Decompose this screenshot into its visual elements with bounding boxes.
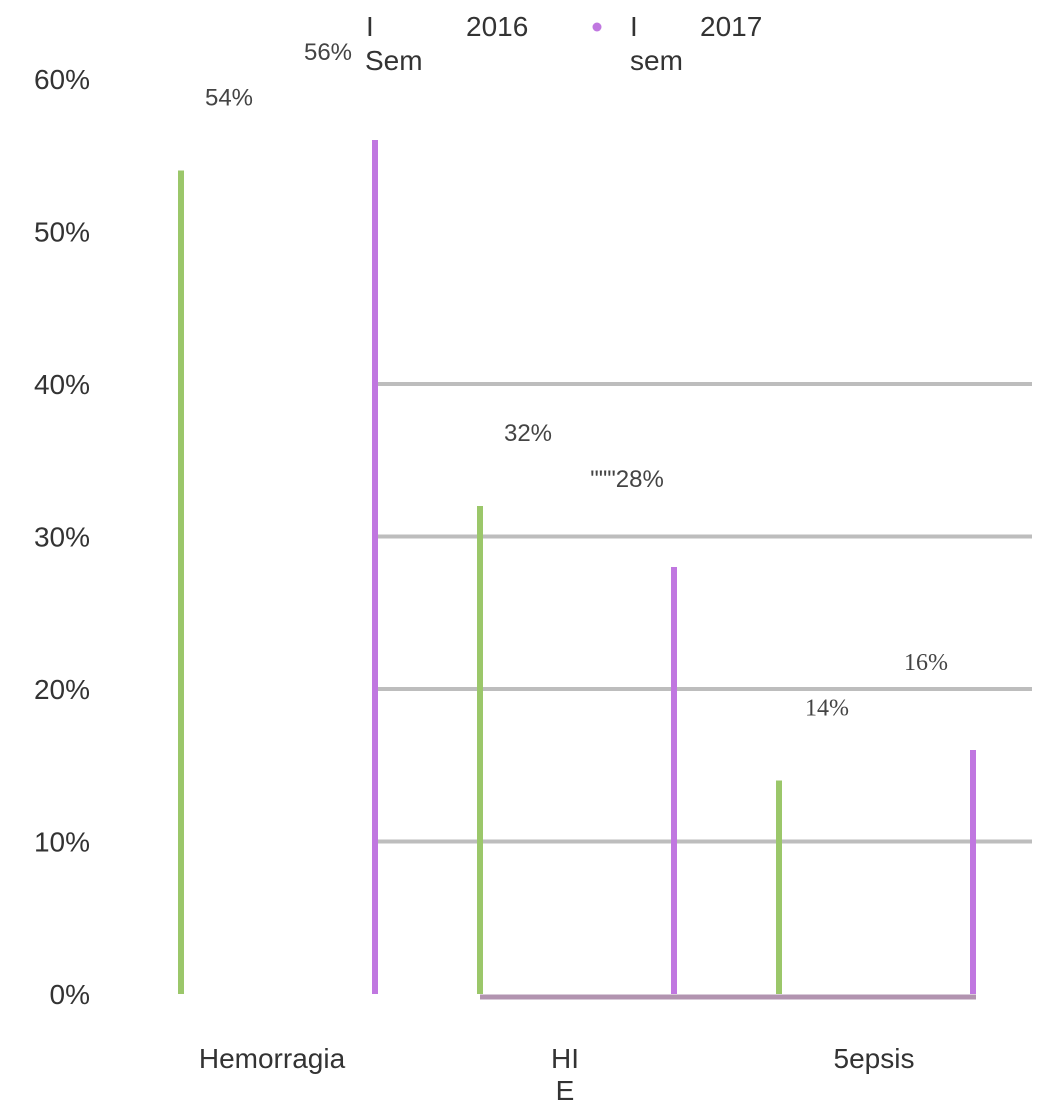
legend-label: I (366, 11, 374, 42)
category-label: 5epsis (834, 1043, 915, 1074)
bar-series-2017 (970, 750, 976, 994)
category-label: HI E (551, 1043, 579, 1106)
data-labels: 54% 32% 14% 56% """28% 16% (205, 39, 948, 722)
bar-series-2017 (671, 567, 677, 994)
category-label: Hemorragia (199, 1043, 346, 1074)
y-tick-label: 10% (34, 827, 90, 858)
data-label: 32% (504, 420, 552, 447)
y-tick-label: 60% (34, 64, 90, 95)
y-tick-label: 50% (34, 217, 90, 248)
bar-series-2016 (776, 780, 782, 994)
data-label: 14% (805, 696, 849, 722)
bar-series-2016 (477, 506, 483, 994)
data-label: 54% (205, 85, 253, 112)
y-tick-label: 40% (34, 369, 90, 400)
legend-year: 2016 (466, 11, 528, 42)
y-axis-tick-labels: 0% 10% 20% 30% 40% 50% 60% (34, 64, 90, 1010)
bars (178, 140, 976, 994)
legend-label: Sem (365, 45, 423, 76)
y-tick-label: 20% (34, 674, 90, 705)
legend-year: 2017 (700, 11, 762, 42)
category-labels: Hemorragia HI E 5epsis (199, 1043, 915, 1106)
y-tick-label: 30% (34, 522, 90, 553)
data-label: 56% (304, 39, 352, 66)
y-tick-label: 0% (50, 979, 90, 1010)
data-label: """28% (590, 466, 664, 493)
bar-series-2017 (372, 140, 378, 994)
legend-marker (592, 22, 602, 32)
legend-label: I (630, 11, 638, 42)
legend-label: sem (630, 45, 683, 76)
bar-series-2016 (178, 170, 184, 994)
data-label: 16% (904, 650, 948, 676)
gridlines (376, 382, 1032, 1000)
